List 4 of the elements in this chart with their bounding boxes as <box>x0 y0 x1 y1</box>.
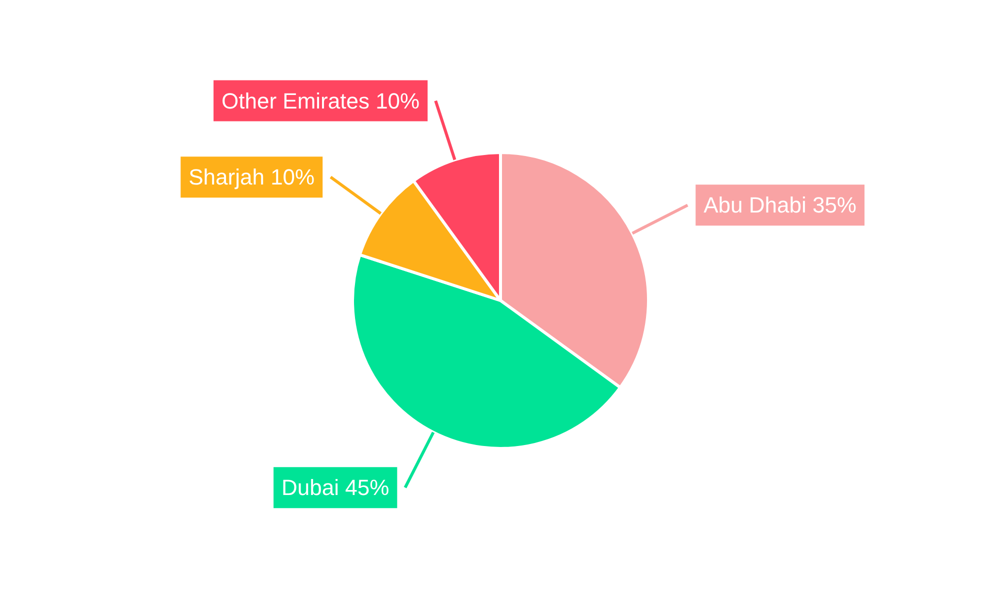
slice-label: Abu Dhabi 35% <box>704 192 856 218</box>
slice-label: Other Emirates 10% <box>222 88 420 114</box>
slice-label: Sharjah 10% <box>188 164 315 190</box>
slice-label: Dubai 45% <box>282 475 390 500</box>
